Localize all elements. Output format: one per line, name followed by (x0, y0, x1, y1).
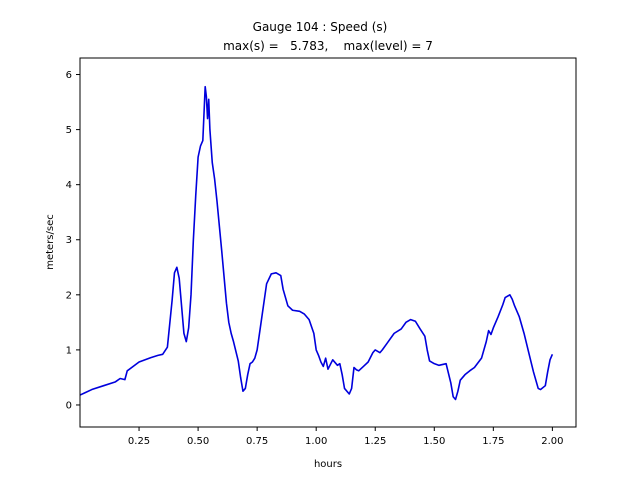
y-tick-label: 0 (66, 400, 72, 411)
y-tick-label: 2 (66, 290, 72, 301)
x-axis-label: hours (314, 459, 342, 470)
y-tick-label: 3 (66, 235, 72, 246)
y-axis: 0 1 2 3 4 5 6 (66, 70, 80, 411)
chart-title: Gauge 104 : Speed (s) (253, 20, 388, 34)
axes-frame (79, 57, 577, 428)
y-axis-label: meters/sec (45, 214, 56, 270)
x-axis: 0.25 0.50 0.75 1.00 1.25 1.50 1.75 2.00 (128, 427, 564, 447)
plot-area (79, 85, 554, 401)
x-tick-label: 1.25 (364, 436, 386, 447)
y-tick-label: 1 (66, 345, 72, 356)
x-tick-label: 2.00 (541, 436, 563, 447)
chart-subtitle: max(s) = 5.783, max(level) = 7 (223, 39, 433, 53)
x-tick-label: 1.50 (423, 436, 445, 447)
x-tick-label: 1.00 (305, 436, 327, 447)
series-line-0 (79, 85, 554, 401)
x-tick-label: 1.75 (482, 436, 504, 447)
y-tick-label: 4 (66, 180, 72, 191)
x-tick-label: 0.75 (246, 436, 268, 447)
y-tick-label: 6 (66, 70, 72, 81)
y-tick-label: 5 (66, 125, 72, 136)
x-tick-label: 0.25 (128, 436, 150, 447)
x-tick-label: 0.50 (187, 436, 209, 447)
